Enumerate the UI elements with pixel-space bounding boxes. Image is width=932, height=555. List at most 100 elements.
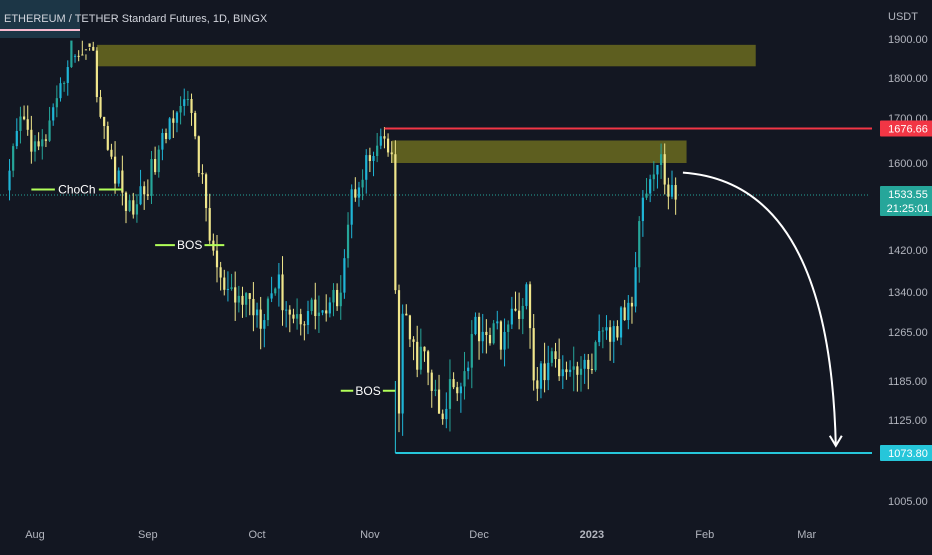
- supply-zone-2[interactable]: [391, 140, 687, 164]
- candle-body: [299, 314, 302, 325]
- price-tag-current[interactable]: [880, 186, 932, 216]
- candle-body: [416, 341, 419, 370]
- candle-body: [33, 141, 37, 152]
- candle-body: [561, 369, 564, 377]
- candle-body: [336, 289, 339, 307]
- candle-body: [88, 43, 91, 47]
- candle-body: [63, 82, 66, 84]
- countdown-timer: 21:25:01: [887, 203, 930, 215]
- candle-body: [558, 359, 561, 377]
- candle-body: [288, 309, 291, 315]
- candle-body: [41, 139, 44, 147]
- candle-body: [379, 136, 382, 146]
- candle-body: [634, 267, 637, 307]
- candle-body: [459, 386, 462, 394]
- price-tag-resistance[interactable]: [880, 120, 932, 137]
- candle-body: [372, 155, 375, 162]
- candle-body: [605, 327, 608, 331]
- candle-body: [215, 250, 219, 268]
- candle-body: [99, 97, 102, 117]
- projection-arrowhead-icon: [828, 435, 843, 448]
- candle-body: [310, 299, 313, 312]
- candle-body: [397, 290, 401, 414]
- candle-body: [106, 126, 109, 150]
- candle-body: [503, 331, 506, 350]
- candle-body: [496, 321, 499, 324]
- candle-body: [441, 413, 444, 420]
- x-tick-label: Aug: [25, 529, 45, 541]
- candle-body: [66, 67, 69, 83]
- candle-body: [427, 351, 430, 373]
- candle-body: [295, 314, 299, 319]
- candle-body: [230, 287, 233, 289]
- candle-body: [175, 112, 179, 123]
- candle-body: [536, 380, 539, 389]
- y-axis-unit: USDT: [888, 11, 918, 23]
- x-tick-label: Oct: [248, 529, 265, 541]
- candle-body: [656, 164, 659, 175]
- y-tick-label: 1185.00: [888, 376, 927, 388]
- candle-body: [565, 369, 568, 373]
- structure-label-bos: BOS: [177, 238, 202, 252]
- candle-body: [73, 55, 77, 57]
- candle-body: [321, 310, 324, 313]
- candle-body: [197, 136, 200, 173]
- candle-body: [638, 221, 641, 268]
- candle-body: [292, 314, 295, 319]
- candle-body: [401, 313, 404, 414]
- candle-body: [77, 55, 80, 57]
- candle-body: [587, 359, 590, 370]
- candle-body: [481, 331, 484, 342]
- candle-body: [408, 315, 412, 340]
- candle-body: [627, 302, 630, 321]
- projection-arrow[interactable]: [682, 171, 837, 446]
- candle-body: [386, 138, 390, 153]
- candle-body: [135, 204, 139, 215]
- candle-body: [623, 307, 626, 321]
- candle-body: [616, 326, 619, 338]
- candle-body: [26, 119, 29, 130]
- candle-body: [241, 295, 244, 305]
- supply-zone-1[interactable]: [96, 44, 756, 67]
- x-tick-label: Mar: [797, 529, 816, 541]
- candle-body: [361, 179, 364, 188]
- candle-body: [659, 154, 663, 165]
- title-highlight-box: [0, 0, 80, 38]
- candle-body: [354, 189, 357, 198]
- candle-body: [376, 145, 379, 156]
- candle-body: [601, 330, 604, 332]
- candle-body: [583, 359, 586, 369]
- candle-body: [663, 154, 666, 185]
- candle-body: [259, 309, 262, 329]
- candle-body: [325, 310, 328, 314]
- candle-body: [357, 187, 361, 198]
- candle-body: [368, 155, 371, 162]
- candle-body: [510, 308, 513, 325]
- candle-body: [121, 170, 124, 193]
- candle-body: [346, 224, 350, 259]
- y-tick-label: 1125.00: [888, 415, 927, 427]
- candle-body: [543, 363, 546, 381]
- y-tick-label: 1420.00: [888, 245, 928, 257]
- candle-body: [157, 149, 160, 173]
- structure-label-choch: ChoCh: [58, 182, 95, 196]
- candle-body: [44, 139, 48, 141]
- candle-body: [306, 311, 310, 326]
- candle-body: [314, 299, 317, 317]
- candle-body: [95, 50, 98, 98]
- x-tick-label: 2023: [580, 529, 604, 541]
- candle-body: [183, 99, 186, 106]
- candle-body: [234, 287, 237, 303]
- candle-body: [670, 185, 674, 197]
- price-tag-text: 1676.66: [888, 124, 928, 136]
- candle-body: [532, 328, 535, 381]
- candle-body: [48, 120, 51, 141]
- candle-body: [103, 116, 106, 127]
- price-tag-target[interactable]: [880, 445, 932, 461]
- candle-body: [285, 309, 288, 311]
- candle-body: [12, 146, 15, 171]
- candle-body: [186, 99, 189, 101]
